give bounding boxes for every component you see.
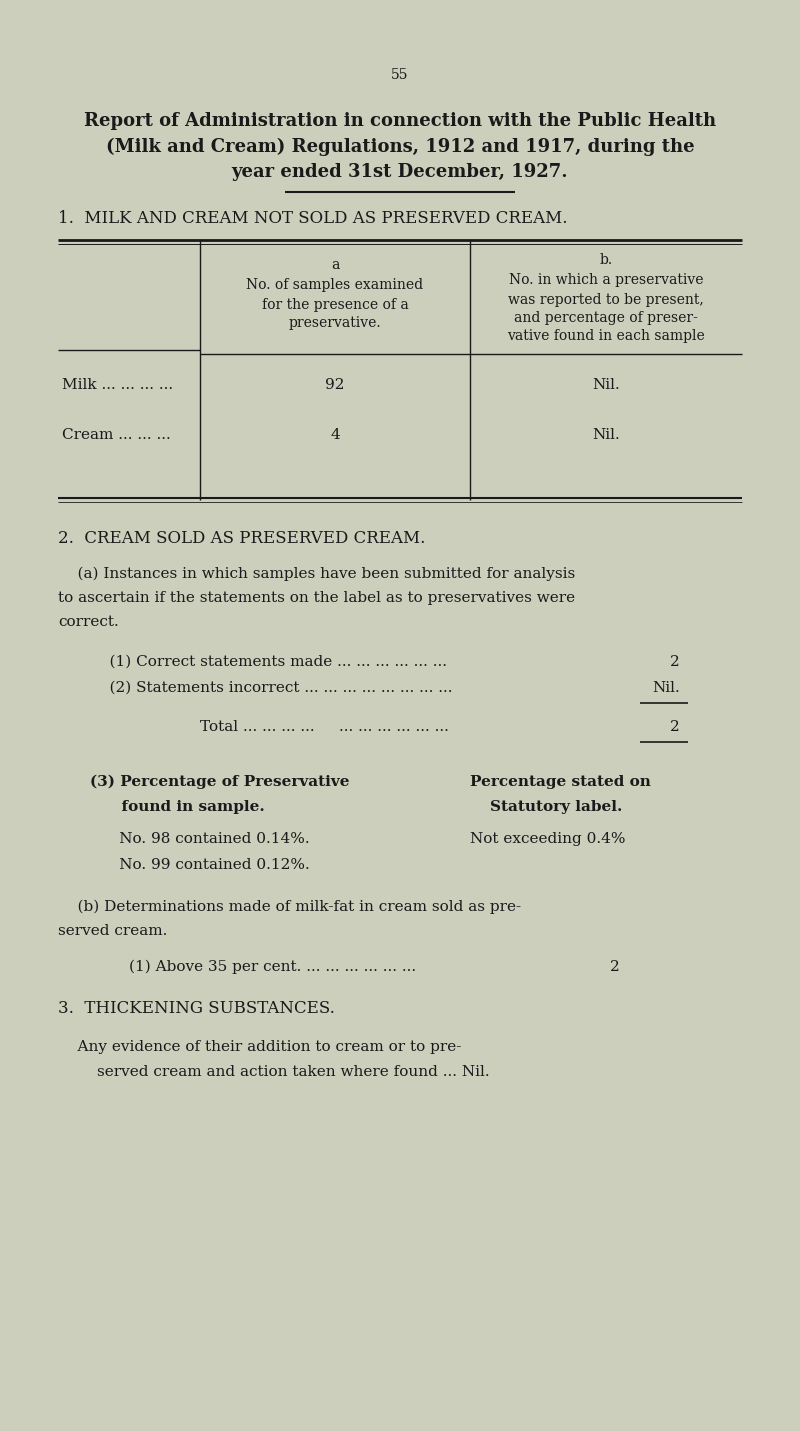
- Text: (1) Above 35 per cent. ... ... ... ... ... ...: (1) Above 35 per cent. ... ... ... ... .…: [90, 960, 416, 975]
- Text: 1.  MILK AND CREAM NOT SOLD AS PRESERVED CREAM.: 1. MILK AND CREAM NOT SOLD AS PRESERVED …: [58, 210, 567, 228]
- Text: Nil.: Nil.: [592, 378, 620, 392]
- Text: was reported to be present,: was reported to be present,: [508, 293, 704, 308]
- Text: Percentage stated on: Percentage stated on: [470, 776, 651, 788]
- Text: year ended 31st December, 1927.: year ended 31st December, 1927.: [232, 163, 568, 180]
- Text: No. 98 contained 0.14%.: No. 98 contained 0.14%.: [90, 831, 310, 846]
- Text: to ascertain if the statements on the label as to preservatives were: to ascertain if the statements on the la…: [58, 591, 575, 605]
- Text: found in sample.: found in sample.: [90, 800, 265, 814]
- Text: (Milk and Cream) Regulations, 1912 and 1917, during the: (Milk and Cream) Regulations, 1912 and 1…: [106, 137, 694, 156]
- Text: (b) Determinations made of milk-fat in cream sold as pre-: (b) Determinations made of milk-fat in c…: [58, 900, 521, 914]
- Text: vative found in each sample: vative found in each sample: [507, 329, 705, 343]
- Text: No. of samples examined: No. of samples examined: [246, 278, 423, 292]
- Text: Nil.: Nil.: [592, 428, 620, 442]
- Text: correct.: correct.: [58, 615, 118, 630]
- Text: Nil.: Nil.: [652, 681, 680, 695]
- Text: served cream and action taken where found ... Nil.: served cream and action taken where foun…: [58, 1065, 490, 1079]
- Text: (3) Percentage of Preservative: (3) Percentage of Preservative: [90, 776, 350, 790]
- Text: (a) Instances in which samples have been submitted for analysis: (a) Instances in which samples have been…: [58, 567, 575, 581]
- Text: 4: 4: [330, 428, 340, 442]
- Text: No. in which a preservative: No. in which a preservative: [509, 273, 703, 288]
- Text: 92: 92: [326, 378, 345, 392]
- Text: preservative.: preservative.: [289, 316, 382, 331]
- Text: 2: 2: [610, 960, 620, 975]
- Text: for the presence of a: for the presence of a: [262, 298, 408, 312]
- Text: Statutory label.: Statutory label.: [490, 800, 622, 814]
- Text: Total ... ... ... ...     ... ... ... ... ... ...: Total ... ... ... ... ... ... ... ... ..…: [200, 720, 449, 734]
- Text: No. 99 contained 0.12%.: No. 99 contained 0.12%.: [90, 859, 310, 871]
- Text: Not exceeding 0.4%: Not exceeding 0.4%: [470, 831, 626, 846]
- Text: served cream.: served cream.: [58, 924, 167, 937]
- Text: (2) Statements incorrect ... ... ... ... ... ... ... ...: (2) Statements incorrect ... ... ... ...…: [90, 681, 453, 695]
- Text: 3.  THICKENING SUBSTANCES.: 3. THICKENING SUBSTANCES.: [58, 1000, 335, 1017]
- Text: b.: b.: [599, 253, 613, 268]
- Text: 55: 55: [391, 69, 409, 82]
- Text: 2.  CREAM SOLD AS PRESERVED CREAM.: 2. CREAM SOLD AS PRESERVED CREAM.: [58, 529, 426, 547]
- Text: Report of Administration in connection with the Public Health: Report of Administration in connection w…: [84, 112, 716, 130]
- Text: 2: 2: [670, 655, 680, 670]
- Text: Milk ... ... ... ...: Milk ... ... ... ...: [62, 378, 173, 392]
- Text: Any evidence of their addition to cream or to pre-: Any evidence of their addition to cream …: [58, 1040, 462, 1055]
- Text: Cream ... ... ...: Cream ... ... ...: [62, 428, 170, 442]
- Text: a: a: [331, 258, 339, 272]
- Text: and percentage of preser-: and percentage of preser-: [514, 311, 698, 325]
- Text: 2: 2: [670, 720, 680, 734]
- Text: (1) Correct statements made ... ... ... ... ... ...: (1) Correct statements made ... ... ... …: [90, 655, 447, 670]
